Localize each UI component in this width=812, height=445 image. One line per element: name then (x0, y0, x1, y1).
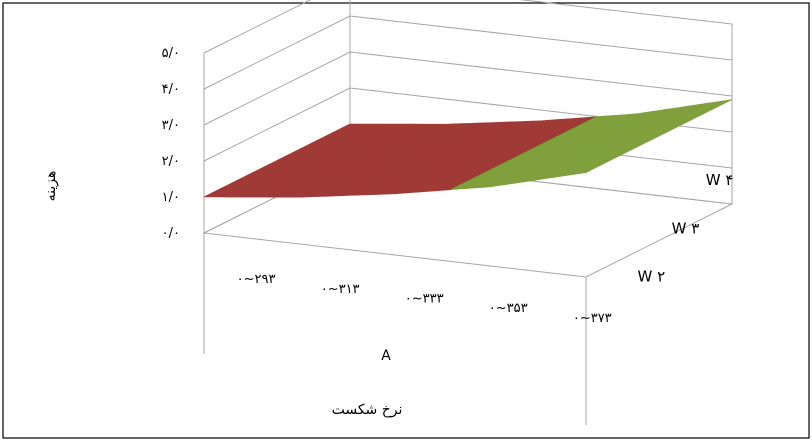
x-axis-label: نرخ شکست (332, 402, 403, 418)
series-axis-label: W ۳ (672, 219, 700, 237)
x-tick-label: ۰~۳۳۳ (405, 292, 444, 307)
surface-cell (577, 135, 660, 175)
chart-border (2, 2, 810, 439)
gridline (203, 0, 733, 54)
y-tick-label: ۵/۰ (162, 46, 180, 61)
y-tick-label: ۳/۰ (162, 118, 180, 133)
series-axis-labels: W ۲ W ۳ W ۴ (637, 171, 733, 285)
x-tick-label: ۰~۲۹۳ (237, 272, 276, 287)
y-tick-label: ۱/۰ (162, 190, 180, 205)
y-axis-label: هزینه (43, 171, 59, 202)
y-tick-label: ۴/۰ (162, 82, 180, 97)
y-tick-label: ۰/۰ (162, 226, 180, 241)
depth-axis-label: A (381, 348, 391, 364)
series-axis-label: W ۲ (637, 267, 665, 285)
x-tick-label: ۰~۳۵۳ (489, 301, 528, 316)
x-tick-label: ۰~۳۱۳ (321, 282, 360, 297)
x-tick-label: ۰~۳۷۳ (573, 311, 612, 326)
surface-plot (203, 99, 733, 198)
y-tick-label: ۲/۰ (162, 154, 180, 169)
x-axis-ticks: ۰~۲۹۳ ۰~۳۱۳ ۰~۳۳۳ ۰~۳۵۳ ۰~۳۷۳ (237, 272, 612, 326)
series-axis-label: W ۴ (706, 171, 734, 189)
y-axis-ticks: ۰/۰ ۱/۰ ۲/۰ ۳/۰ ۴/۰ ۵/۰ (162, 46, 180, 241)
